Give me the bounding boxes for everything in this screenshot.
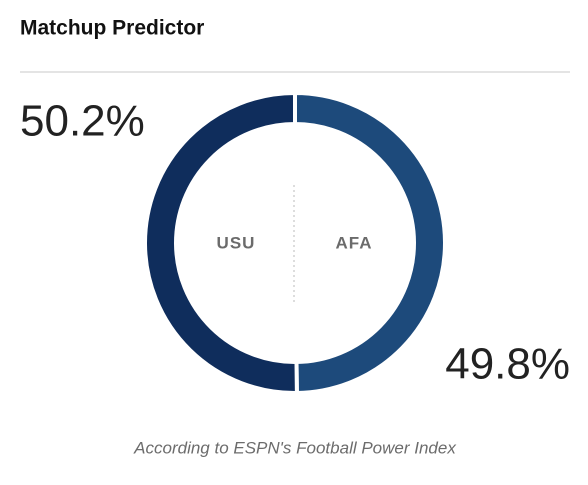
team-label: USU <box>217 233 256 252</box>
team-label: AFA <box>336 233 373 252</box>
win-probability: 49.8% <box>445 340 570 389</box>
donut <box>143 90 447 396</box>
win-probability: 50.2% <box>20 97 145 146</box>
title: Matchup Predictor <box>20 17 204 40</box>
donut-segment <box>293 90 447 396</box>
donut-segment <box>143 90 299 395</box>
footnote: According to ESPN's Football Power Index <box>133 438 456 457</box>
